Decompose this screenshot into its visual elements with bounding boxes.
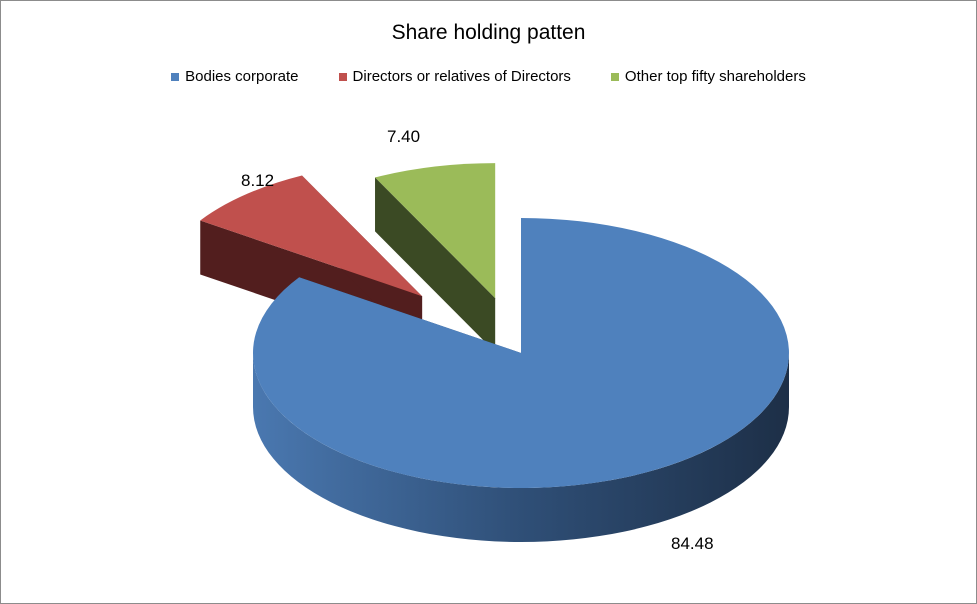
legend-entry-directors: Directors or relatives of Directors <box>338 68 571 85</box>
legend: Bodies corporate Directors or relatives … <box>1 68 976 85</box>
legend-entry-other-top-fifty: Other top fifty shareholders <box>610 68 806 85</box>
slice-0 <box>252 218 789 542</box>
legend-swatch-directors <box>338 72 347 81</box>
legend-label-other-top-fifty: Other top fifty shareholders <box>624 68 806 85</box>
legend-label-directors: Directors or relatives of Directors <box>352 68 571 85</box>
data-label-2: 7.40 <box>387 127 420 146</box>
slice-0-top <box>252 218 789 489</box>
slice-1-top <box>200 175 423 297</box>
legend-label-bodies-corporate: Bodies corporate <box>185 68 299 85</box>
slice-2 <box>375 163 496 353</box>
slice-2-wall-0 <box>375 177 496 353</box>
data-label-1: 8.12 <box>241 171 274 190</box>
slice-2-top <box>375 163 496 299</box>
legend-swatch-other-top-fifty <box>610 72 619 81</box>
chart-title: Share holding patten <box>391 21 586 44</box>
data-label-0: 84.48 <box>671 534 714 553</box>
slice-0-rim <box>253 353 789 542</box>
legend-entry-bodies-corporate: Bodies corporate <box>171 68 299 85</box>
legend-swatch-bodies-corporate <box>171 72 180 81</box>
